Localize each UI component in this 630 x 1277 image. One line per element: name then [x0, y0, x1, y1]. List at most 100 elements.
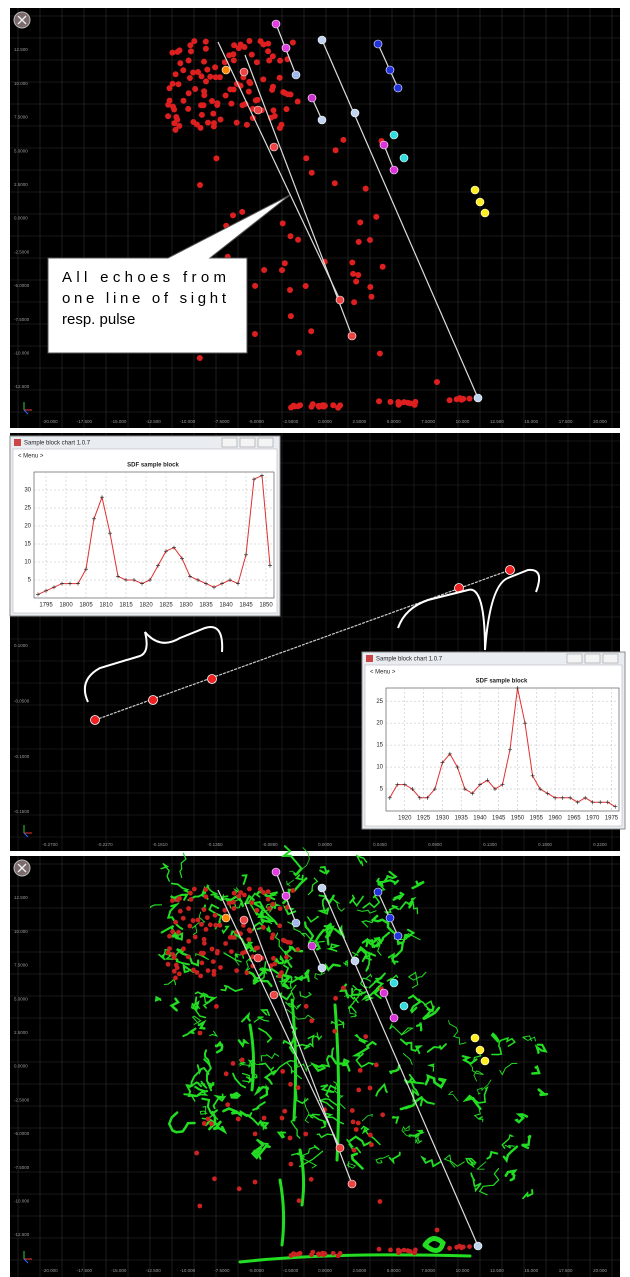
echo [310, 1250, 315, 1255]
echo [261, 42, 267, 48]
echo [358, 1068, 363, 1073]
y-axis-label: -0.0500 [14, 699, 30, 704]
echo [350, 271, 356, 277]
echo [356, 1121, 361, 1126]
menu-button[interactable]: < Menu > [18, 454, 44, 460]
echo [214, 100, 220, 106]
branch [231, 1093, 240, 1098]
plot-area [34, 472, 274, 598]
echo [197, 1204, 202, 1209]
echo [231, 57, 237, 63]
echo [331, 1251, 336, 1256]
echo [350, 1108, 355, 1113]
callout-text: resp. pulse [62, 311, 135, 328]
echo [238, 42, 244, 48]
echo [215, 949, 220, 954]
echo [289, 1162, 294, 1167]
echo [280, 1116, 285, 1121]
echo [363, 1034, 368, 1039]
x-axis-label: -15.000 [111, 1268, 127, 1273]
window-button-close[interactable] [603, 654, 618, 663]
echo-highlight [386, 66, 394, 74]
echo [412, 399, 418, 405]
echo [309, 170, 315, 176]
echo [165, 113, 171, 119]
echo [352, 1148, 357, 1153]
y-axis-label: 5.0000 [14, 148, 28, 153]
echo [351, 1120, 356, 1125]
window-button-max[interactable] [585, 654, 600, 663]
x-axis-label: 7.5000 [421, 1268, 435, 1273]
window-button-min[interactable] [567, 654, 582, 663]
echo [227, 901, 232, 906]
menu-button[interactable]: < Menu > [370, 670, 396, 676]
echo [171, 107, 177, 113]
echo [282, 260, 288, 266]
echo [454, 1245, 459, 1250]
echo-highlight [318, 116, 326, 124]
echo [198, 102, 204, 108]
echo [224, 1071, 229, 1076]
echo-highlight [270, 991, 278, 999]
y-axis-label: -5.0000 [14, 283, 30, 288]
x-tick-label: 1960 [548, 816, 562, 822]
echo [201, 92, 207, 98]
window-button-close[interactable] [258, 438, 273, 447]
echo [260, 76, 266, 82]
echo [199, 951, 204, 956]
x-axis-label: -5.0000 [249, 1268, 265, 1273]
echo [177, 60, 183, 66]
echo [295, 237, 301, 243]
y-tick-label: 20 [376, 721, 383, 727]
echo [201, 59, 207, 65]
x-axis-label: -15.000 [111, 419, 127, 424]
echo [332, 1029, 337, 1034]
echo [367, 284, 373, 290]
x-axis-label: 5.0000 [387, 419, 401, 424]
echo [333, 996, 338, 1001]
window-button-max[interactable] [240, 438, 255, 447]
x-axis-label: 5.0000 [387, 1268, 401, 1273]
echo [166, 962, 171, 967]
echo [167, 946, 172, 951]
echo [320, 1251, 325, 1256]
x-axis-label: 15.000 [524, 1268, 538, 1273]
echo-highlight [390, 979, 398, 987]
echo [351, 299, 357, 305]
echo [335, 405, 341, 411]
echo [181, 916, 186, 921]
echo-highlight [254, 106, 262, 114]
y-axis-label: -10.000 [14, 1198, 30, 1203]
echo-highlight [471, 1034, 479, 1042]
x-axis-label: 0.0000 [318, 842, 332, 847]
echo [309, 1177, 314, 1182]
x-tick-label: 1815 [119, 603, 133, 609]
y-axis-label: 10.000 [14, 929, 28, 934]
y-axis-label: -10.000 [14, 350, 30, 355]
echo [261, 890, 266, 895]
x-tick-label: 1830 [179, 603, 193, 609]
echo [174, 963, 179, 968]
echo [203, 46, 209, 52]
echo [192, 887, 197, 892]
echo-highlight [270, 143, 278, 151]
echo [212, 1176, 217, 1181]
echo [188, 48, 194, 54]
echo [253, 97, 259, 103]
echo [167, 98, 173, 104]
echo [227, 86, 233, 92]
echo [213, 923, 218, 928]
y-tick-label: 30 [24, 488, 31, 494]
echo [198, 1031, 203, 1036]
echo [249, 900, 254, 905]
echo [239, 209, 245, 215]
echo [288, 313, 294, 319]
echo-highlight [282, 44, 290, 52]
echo [297, 1198, 302, 1203]
window-button-min[interactable] [222, 438, 237, 447]
echo [229, 949, 234, 954]
echo [353, 279, 359, 285]
chart-window: Sample block chart 1.0.7< Menu >SDF samp… [362, 652, 625, 829]
echo-highlight [348, 332, 356, 340]
x-axis-label: 20.000 [593, 419, 607, 424]
